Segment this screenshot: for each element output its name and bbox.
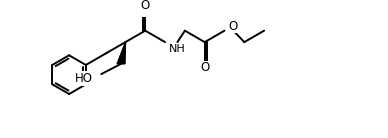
Text: NH: NH	[169, 44, 185, 54]
Text: O: O	[228, 20, 237, 33]
Polygon shape	[117, 42, 125, 64]
Text: O: O	[200, 61, 209, 74]
Text: O: O	[140, 0, 150, 12]
Text: HO: HO	[74, 72, 92, 85]
